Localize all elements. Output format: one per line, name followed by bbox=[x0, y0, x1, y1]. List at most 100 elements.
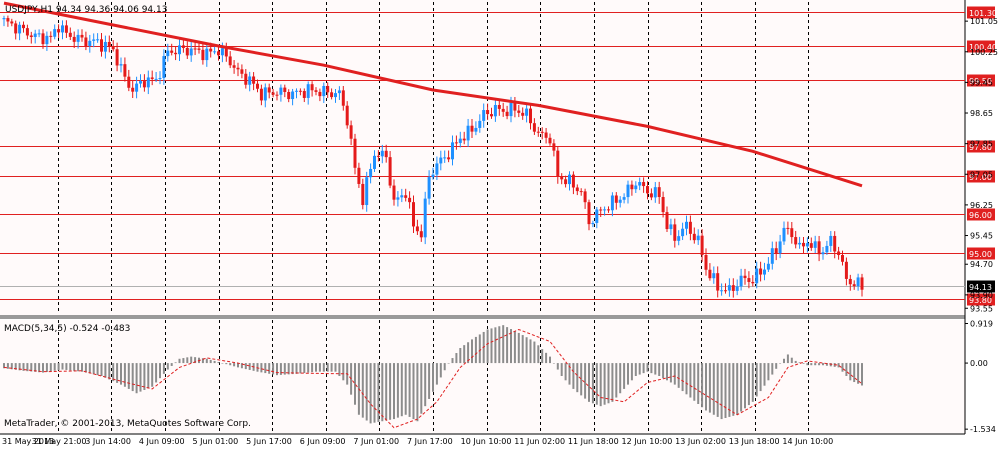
macd-bar bbox=[307, 363, 310, 373]
candle-body bbox=[357, 167, 361, 184]
macd-bar bbox=[794, 360, 797, 364]
candle-body bbox=[626, 184, 630, 198]
macd-bar bbox=[607, 363, 610, 404]
macd-bar bbox=[416, 363, 419, 422]
candle-body bbox=[33, 33, 37, 38]
macd-bar bbox=[439, 363, 442, 378]
macd-bar bbox=[178, 358, 181, 364]
macd-bar bbox=[705, 363, 707, 411]
candle-body bbox=[474, 127, 478, 132]
macd-bar bbox=[502, 325, 505, 364]
candle-body bbox=[829, 235, 833, 246]
macd-bar bbox=[525, 337, 528, 364]
macd-bar bbox=[408, 363, 411, 417]
price-tick-label: 96.25 bbox=[970, 201, 993, 210]
macd-bar bbox=[295, 363, 298, 374]
macd-tick-label: -1.534 bbox=[970, 425, 996, 434]
macd-bar bbox=[369, 363, 372, 424]
macd-bar bbox=[61, 363, 64, 370]
candle-body bbox=[486, 110, 490, 115]
macd-bar bbox=[135, 363, 138, 394]
macd-bar bbox=[471, 339, 473, 364]
macd-bar bbox=[552, 363, 555, 364]
macd-bar bbox=[767, 363, 770, 381]
candle-body bbox=[139, 81, 142, 84]
candle-body bbox=[142, 81, 146, 88]
candle-body bbox=[794, 237, 798, 245]
macd-bar bbox=[443, 363, 446, 371]
macd-bar bbox=[806, 363, 809, 366]
macd-bar bbox=[572, 363, 575, 389]
candle-body bbox=[209, 48, 213, 52]
macd-bar bbox=[318, 363, 321, 372]
candle-body bbox=[770, 248, 774, 264]
macd-bar bbox=[221, 363, 224, 364]
candle-body bbox=[529, 108, 532, 124]
candle-body bbox=[330, 92, 334, 98]
macd-bar bbox=[588, 363, 590, 402]
candle-body bbox=[25, 28, 29, 36]
macd-bar bbox=[248, 363, 251, 370]
macd-bar bbox=[123, 363, 126, 387]
candle-body bbox=[470, 125, 474, 132]
candle-body bbox=[318, 91, 322, 97]
price-tick-label: 93.90 bbox=[970, 291, 993, 300]
candle-body bbox=[295, 90, 298, 92]
macd-bar bbox=[467, 342, 470, 364]
candle-body bbox=[782, 227, 786, 242]
time-tick-label: 7 Jun 17:00 bbox=[407, 437, 453, 446]
macd-bar bbox=[432, 363, 434, 392]
candle-body bbox=[310, 84, 314, 91]
candle-body bbox=[817, 241, 821, 255]
macd-bar bbox=[779, 363, 782, 364]
price-tick-label: 93.55 bbox=[970, 304, 993, 313]
macd-bar bbox=[385, 363, 388, 421]
level-label: 95.00 bbox=[969, 250, 992, 259]
macd-bar bbox=[783, 358, 785, 364]
macd-bar bbox=[658, 363, 661, 376]
macd-bar bbox=[81, 363, 83, 372]
candle-body bbox=[322, 85, 326, 97]
candle-body bbox=[848, 278, 852, 285]
candle-body bbox=[213, 51, 217, 53]
macd-bar bbox=[182, 358, 185, 364]
candle-body bbox=[521, 112, 525, 116]
candle-body bbox=[252, 76, 256, 84]
candle-body bbox=[478, 120, 482, 128]
price-tick-label: 101.05 bbox=[970, 17, 998, 26]
macd-bar bbox=[3, 363, 5, 369]
copyright-text: MetaTrader, © 2001-2013, MetaQuotes Soft… bbox=[4, 419, 251, 429]
macd-bar bbox=[393, 363, 395, 420]
candle-body bbox=[860, 277, 864, 290]
candle-body bbox=[774, 248, 778, 254]
macd-bar bbox=[556, 363, 559, 370]
macd-signal-line bbox=[3, 328, 863, 429]
candle-body bbox=[556, 150, 560, 177]
macd-bar bbox=[354, 363, 356, 405]
candle-body bbox=[217, 51, 220, 56]
level-label: 97.80 bbox=[969, 143, 992, 152]
macd-bar bbox=[584, 363, 587, 399]
candle-body bbox=[178, 45, 181, 55]
candle-body bbox=[423, 198, 427, 238]
time-tick-label: 5 Jun 01:00 bbox=[193, 437, 239, 446]
candle-body bbox=[739, 275, 743, 287]
candle-body bbox=[696, 235, 700, 241]
pane-separator bbox=[0, 315, 965, 319]
candle-body bbox=[275, 94, 279, 96]
macd-bar bbox=[373, 363, 376, 423]
candle-body bbox=[766, 263, 770, 270]
macd-bar bbox=[49, 363, 52, 372]
candle-body bbox=[306, 84, 310, 98]
candle-body bbox=[844, 261, 848, 279]
candle-body bbox=[146, 77, 150, 88]
macd-bar bbox=[474, 336, 477, 364]
macd-tick-label: 0.919 bbox=[970, 319, 993, 328]
macd-bar bbox=[517, 332, 520, 364]
candle-body bbox=[505, 111, 509, 117]
candle-body bbox=[825, 245, 829, 253]
candle-body bbox=[525, 108, 529, 116]
current-price-label: 94.13 bbox=[969, 283, 992, 292]
macd-bar bbox=[147, 363, 150, 389]
candle-body bbox=[127, 76, 131, 88]
